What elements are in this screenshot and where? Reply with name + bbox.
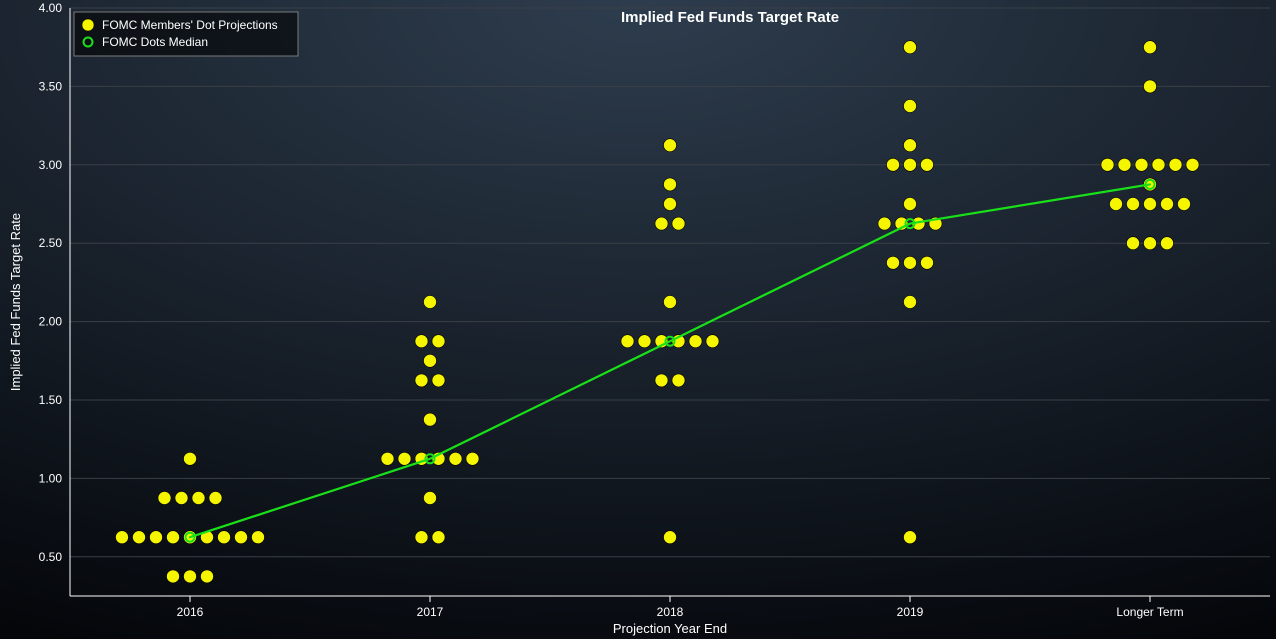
y-tick-label: 0.50 xyxy=(39,550,63,564)
projection-dot xyxy=(904,296,917,309)
projection-dot xyxy=(887,158,900,171)
projection-dot xyxy=(904,139,917,152)
projection-dot xyxy=(1161,198,1174,211)
projection-dot xyxy=(1135,158,1148,171)
x-tick-label: 2018 xyxy=(657,605,684,619)
y-tick-label: 3.00 xyxy=(39,158,63,172)
projection-dot xyxy=(1152,158,1165,171)
y-tick-label: 1.50 xyxy=(39,393,63,407)
projection-dot xyxy=(1127,237,1140,250)
projection-dot xyxy=(466,452,479,465)
fed-dot-plot-chart: 0.50 1.00 1.50 2.00 2.50 3.00 3.50 4.00 2016 201… xyxy=(0,0,1276,639)
projection-dot xyxy=(689,335,702,348)
projection-dot xyxy=(167,531,180,544)
x-axis-label: Projection Year End xyxy=(613,621,727,636)
chart-svg: 0.50 1.00 1.50 2.00 2.50 3.00 3.50 4.00 2016 201… xyxy=(0,0,1276,639)
projection-dot xyxy=(664,139,677,152)
projection-dot xyxy=(415,335,428,348)
legend: FOMC Members' Dot Projections FOMC Dots M… xyxy=(74,12,298,56)
projection-dot xyxy=(184,570,197,583)
projection-dot xyxy=(672,374,685,387)
projection-dot xyxy=(167,570,180,583)
projection-dot xyxy=(133,531,146,544)
chart-title: Implied Fed Funds Target Rate xyxy=(621,9,839,26)
projection-dot xyxy=(209,492,222,505)
legend-label: FOMC Dots Median xyxy=(102,35,208,49)
y-tick-label: 2.00 xyxy=(39,315,63,329)
projection-dot xyxy=(381,452,394,465)
projection-dot xyxy=(887,256,900,269)
y-tick-label: 4.00 xyxy=(39,1,63,15)
x-tick-label: Longer Term xyxy=(1116,605,1183,619)
projection-dot xyxy=(638,335,651,348)
projection-dot xyxy=(1127,198,1140,211)
projection-dot xyxy=(424,296,437,309)
projection-dot xyxy=(424,492,437,505)
projection-dot xyxy=(150,531,163,544)
projection-dot xyxy=(655,374,668,387)
projection-dot xyxy=(904,41,917,54)
projection-dot xyxy=(664,178,677,191)
projection-dot xyxy=(621,335,634,348)
projection-dot xyxy=(921,256,934,269)
projection-dot xyxy=(706,335,719,348)
projection-dot xyxy=(904,531,917,544)
projection-dot xyxy=(878,217,891,230)
x-tick-label: 2019 xyxy=(897,605,924,619)
projection-dot xyxy=(252,531,265,544)
projection-dot xyxy=(1110,198,1123,211)
projection-dot xyxy=(664,531,677,544)
projection-dot xyxy=(424,354,437,367)
x-tick-label: 2017 xyxy=(417,605,444,619)
projection-dot xyxy=(116,531,129,544)
projection-dot xyxy=(664,296,677,309)
projection-dot xyxy=(235,531,248,544)
projection-dot xyxy=(184,452,197,465)
legend-marker-dot-icon xyxy=(82,19,94,31)
projection-dot xyxy=(1144,80,1157,93)
projection-dot xyxy=(424,413,437,426)
y-tick-label: 2.50 xyxy=(39,236,63,250)
projection-dot xyxy=(672,217,685,230)
y-axis-label: Implied Fed Funds Target Rate xyxy=(8,213,23,391)
projection-dot xyxy=(415,531,428,544)
projection-dot xyxy=(201,570,214,583)
projection-dot xyxy=(175,492,188,505)
legend-label: FOMC Members' Dot Projections xyxy=(102,18,278,32)
projection-dot xyxy=(921,158,934,171)
projection-dot xyxy=(1144,237,1157,250)
projection-dot xyxy=(432,531,445,544)
projection-dot xyxy=(415,374,428,387)
projection-dot xyxy=(192,492,205,505)
projection-dot xyxy=(904,198,917,211)
y-tick-label: 1.00 xyxy=(39,471,63,485)
projection-dot xyxy=(655,217,668,230)
projection-dot xyxy=(1161,237,1174,250)
projection-dot xyxy=(1169,158,1182,171)
projection-dot xyxy=(904,100,917,113)
projection-dot xyxy=(218,531,231,544)
projection-dot xyxy=(1178,198,1191,211)
projection-dot xyxy=(449,452,462,465)
projection-dot xyxy=(398,452,411,465)
projection-dot xyxy=(904,158,917,171)
projection-dot xyxy=(1186,158,1199,171)
projection-dot xyxy=(1144,41,1157,54)
projection-dot xyxy=(1118,158,1131,171)
projection-dot xyxy=(664,198,677,211)
projection-dot xyxy=(158,492,171,505)
projection-dot xyxy=(432,374,445,387)
projection-dot xyxy=(904,256,917,269)
projection-dot xyxy=(1144,198,1157,211)
projection-dot xyxy=(432,335,445,348)
x-tick-label: 2016 xyxy=(177,605,204,619)
y-tick-label: 3.50 xyxy=(39,79,63,93)
projection-dot xyxy=(1101,158,1114,171)
